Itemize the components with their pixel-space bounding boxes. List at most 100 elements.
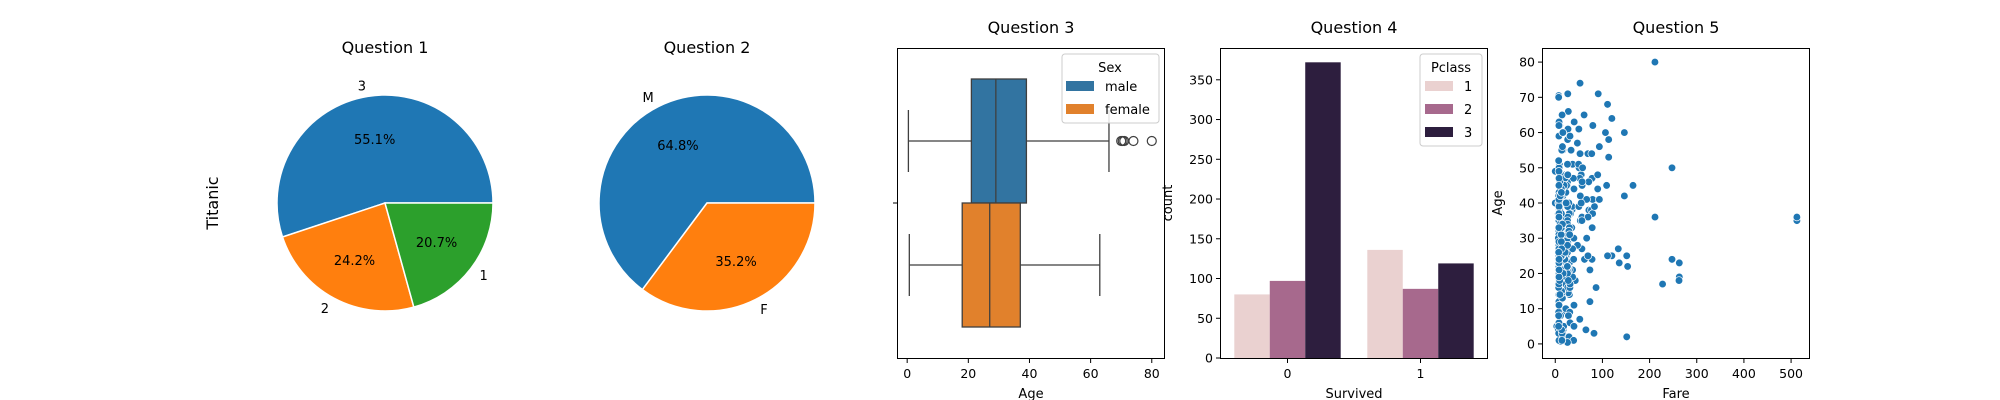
q5-scatter-plot: Question 5 0 100 200 300 400 500 0 10 20 30 40 50 60… bbox=[1491, 18, 1810, 400]
q5-point-357 bbox=[1554, 202, 1564, 211]
q2-slice-F bbox=[641, 202, 816, 312]
q5-ytick-label-80: 80 bbox=[1519, 55, 1535, 70]
q5-point-287 bbox=[1622, 251, 1631, 260]
q5-point-152 bbox=[1595, 142, 1604, 151]
q5-point-304 bbox=[1563, 160, 1572, 169]
q5-point-386 bbox=[1554, 265, 1564, 275]
q4-legend-3: 3 bbox=[1464, 126, 1472, 141]
q5-point-164 bbox=[1585, 297, 1595, 306]
q5-xtick-label-300: 300 bbox=[1685, 366, 1709, 381]
q5-point-270 bbox=[1554, 167, 1564, 176]
q5-point-182 bbox=[1590, 202, 1599, 211]
q1-slice-1 bbox=[384, 202, 494, 309]
q5-point-356 bbox=[1569, 184, 1579, 194]
q5-point-376 bbox=[1557, 237, 1566, 246]
q5-ytick-label-70: 70 bbox=[1519, 90, 1535, 105]
q5-title: Question 5 bbox=[1633, 18, 1720, 37]
q5-point-122 bbox=[1588, 223, 1597, 232]
q2-category-label-M: M bbox=[643, 91, 654, 106]
q3-xtick-label-60: 60 bbox=[1083, 366, 1099, 381]
q2-category-label-F: F bbox=[760, 303, 767, 318]
q5-point-28 bbox=[1589, 329, 1599, 338]
q5-point-153 bbox=[1675, 258, 1684, 268]
q4-ylabel: count bbox=[1161, 185, 1176, 222]
q1-title: Question 1 bbox=[342, 38, 429, 57]
q5-point-305 bbox=[1595, 195, 1604, 204]
q5-point-203 bbox=[1558, 142, 1567, 151]
q5-point-342 bbox=[1581, 325, 1591, 334]
q5-point-383 bbox=[1565, 230, 1574, 239]
q5-point-385 bbox=[1557, 188, 1566, 197]
q5-point-100 bbox=[1614, 244, 1623, 253]
q5-ytick-label-60: 60 bbox=[1519, 125, 1535, 140]
q5-point-147 bbox=[1667, 163, 1677, 172]
q1-pct-label-3: 55.1% bbox=[354, 133, 395, 148]
q5-point-290 bbox=[1557, 336, 1567, 345]
q5-point-65 bbox=[1563, 89, 1572, 98]
q5-point-141 bbox=[1602, 181, 1611, 190]
q5-ylabel: Age bbox=[1491, 190, 1506, 215]
q5-point-138 bbox=[1575, 79, 1585, 88]
q1-category-label-3: 3 bbox=[358, 80, 366, 95]
q5-axes-frame bbox=[1542, 48, 1810, 359]
q5-point-261 bbox=[1569, 322, 1579, 331]
q2-title: Question 2 bbox=[664, 38, 751, 57]
q5-point-112 bbox=[1593, 184, 1602, 194]
q4-legend-swatch-2 bbox=[1425, 104, 1453, 114]
q5-point-343 bbox=[1564, 276, 1573, 285]
q5-point-244 bbox=[1566, 146, 1576, 155]
q3-male-outlier-3 bbox=[1128, 135, 1139, 147]
q5-point-321 bbox=[1565, 131, 1575, 141]
q5-point-32 bbox=[1579, 110, 1589, 120]
q5-point-148 bbox=[1623, 262, 1632, 271]
q5-point-36 bbox=[1569, 301, 1579, 310]
q1-pie-chart: Question 1 55.1% 3 24.2% 2 20.7% 1 bbox=[276, 38, 494, 317]
q5-ytick-label-20: 20 bbox=[1519, 266, 1535, 281]
q5-point-210 bbox=[1569, 255, 1578, 264]
q5-point-371 bbox=[1577, 177, 1587, 187]
q5-point-159 bbox=[1587, 149, 1596, 158]
q3-legend-male: male bbox=[1105, 80, 1137, 95]
q4-xtick-label-1: 1 bbox=[1417, 366, 1425, 381]
q5-point-140 bbox=[1585, 265, 1595, 275]
q5-point-200 bbox=[1558, 128, 1568, 137]
q5-point-156 bbox=[1604, 153, 1613, 162]
q5-point-374 bbox=[1555, 290, 1565, 299]
q3-female-box bbox=[961, 202, 1021, 328]
q5-point-89 bbox=[1594, 89, 1603, 98]
q5-xtick-label-500: 500 bbox=[1779, 366, 1803, 381]
q3-xtick-label-80: 80 bbox=[1144, 366, 1160, 381]
q5-point-241 bbox=[1583, 212, 1593, 222]
q5-point-29 bbox=[1575, 315, 1584, 324]
q4-ytick-label-100: 100 bbox=[1189, 271, 1213, 286]
q1-pct-label-1: 20.7% bbox=[416, 236, 457, 251]
q5-point-379 bbox=[1554, 248, 1563, 257]
q4-bar-survived0-pclass2 bbox=[1269, 280, 1306, 358]
q5-point-95 bbox=[1650, 212, 1660, 222]
q4-bar-survived1-pclass3 bbox=[1438, 263, 1474, 358]
q5-point-24 bbox=[1564, 107, 1573, 116]
q4-ytick-label-200: 200 bbox=[1189, 192, 1213, 207]
q5-point-358 bbox=[1557, 230, 1566, 239]
q5-xtick-label-400: 400 bbox=[1732, 366, 1756, 381]
q3-legend-swatch-female bbox=[1066, 104, 1094, 114]
q5-xtick-label-0: 0 bbox=[1551, 366, 1559, 381]
q5-xtick-label-200: 200 bbox=[1638, 366, 1662, 381]
q4-title: Question 4 bbox=[1311, 18, 1398, 37]
q4-bar-survived0-pclass3 bbox=[1305, 62, 1341, 359]
q5-point-106 bbox=[1557, 110, 1567, 120]
q5-point-190 bbox=[1573, 138, 1582, 148]
q5-point-330 bbox=[1577, 198, 1586, 208]
q3-title: Question 3 bbox=[988, 18, 1075, 37]
q4-ytick-label-50: 50 bbox=[1197, 311, 1213, 326]
row-label: Titanic bbox=[203, 176, 222, 230]
q4-legend-1: 1 bbox=[1464, 80, 1472, 95]
q5-point-369 bbox=[1554, 223, 1564, 232]
q5-point-25 bbox=[1620, 191, 1629, 201]
q5-ytick-label-10: 10 bbox=[1519, 301, 1535, 316]
q5-point-139 bbox=[1674, 276, 1684, 285]
q1-category-label-1: 1 bbox=[480, 269, 488, 284]
q3-legend: Sex male female bbox=[1061, 53, 1160, 124]
q5-point-109 bbox=[1620, 128, 1629, 137]
q4-bar-survived1-pclass1 bbox=[1367, 249, 1403, 358]
